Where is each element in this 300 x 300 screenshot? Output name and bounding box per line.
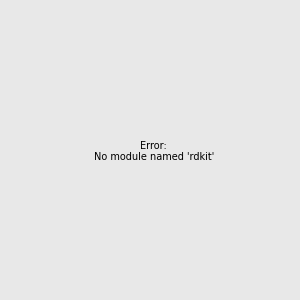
Text: Error:
No module named 'rdkit': Error: No module named 'rdkit'	[94, 141, 214, 162]
